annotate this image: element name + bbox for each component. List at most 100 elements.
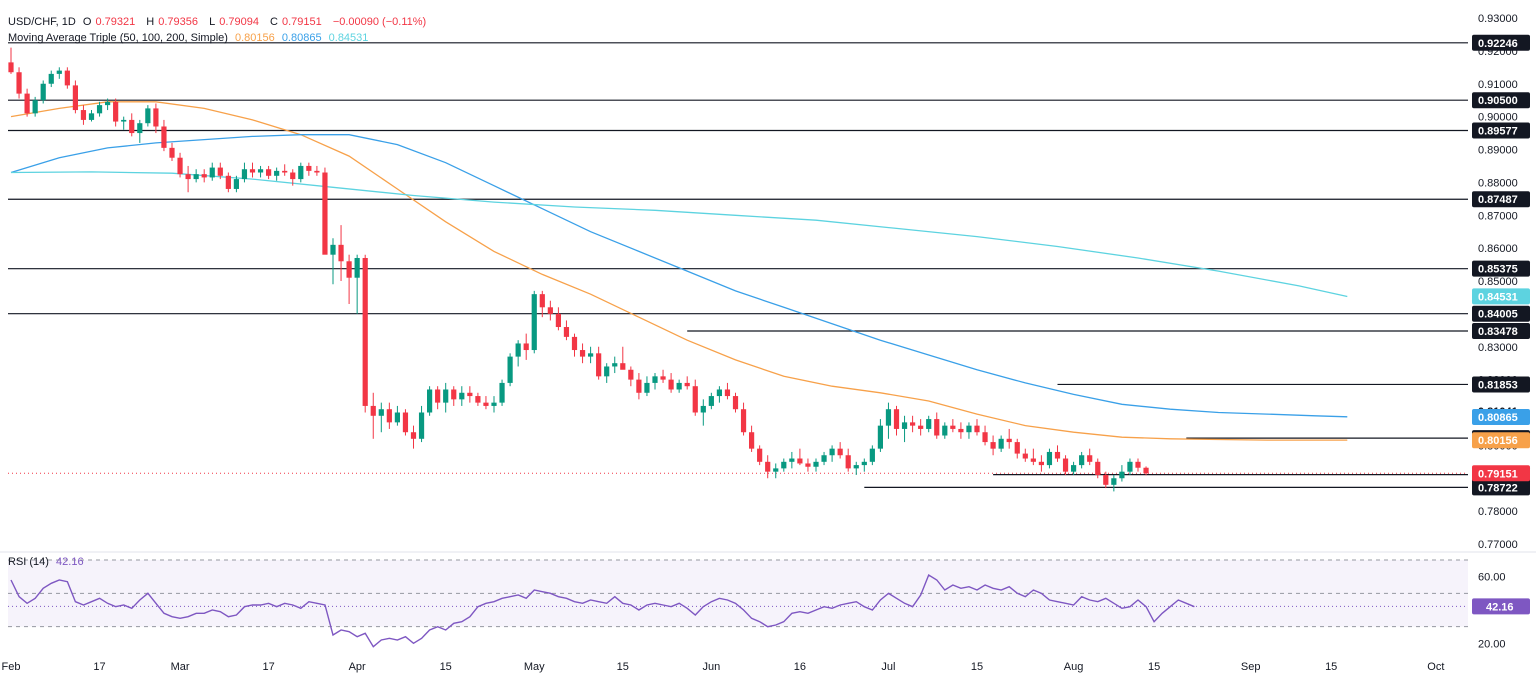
x-axis-tick: Apr xyxy=(349,661,366,673)
candle-body xyxy=(893,409,900,429)
level-tag-text: 0.84005 xyxy=(1478,309,1518,321)
ma-legend-label: Moving Average Triple (50, 100, 200, Sim… xyxy=(8,32,228,44)
level-tag-box xyxy=(1472,34,1530,51)
candle-body xyxy=(193,174,199,180)
candle-body xyxy=(314,170,320,173)
candle-body xyxy=(40,83,46,101)
candle-body xyxy=(105,101,111,106)
candle-body xyxy=(845,455,851,469)
candle-body xyxy=(298,165,304,180)
candle-body xyxy=(113,101,119,122)
candle-body xyxy=(563,327,570,337)
candle-body xyxy=(1135,461,1141,468)
candle-body xyxy=(209,167,215,178)
candle-body xyxy=(1022,453,1028,459)
x-axis-tick: Feb xyxy=(2,661,21,673)
candle-body xyxy=(797,458,803,464)
price-axis-tick: 0.85000 xyxy=(1478,276,1518,288)
candle-body xyxy=(1062,458,1069,472)
candle-body xyxy=(402,412,409,433)
candle-body xyxy=(958,428,964,433)
ma-legend: Moving Average Triple (50, 100, 200, Sim… xyxy=(8,32,372,45)
candle-body xyxy=(161,126,167,148)
open-label: O xyxy=(82,16,92,28)
candle-body xyxy=(555,313,561,328)
candle-body xyxy=(1014,442,1020,454)
candle-body xyxy=(322,172,328,255)
level-tag-box xyxy=(1472,122,1530,139)
candle-body xyxy=(88,113,95,120)
candle-body xyxy=(620,363,626,370)
level-tag-box xyxy=(1472,305,1530,322)
candle-body xyxy=(885,409,892,426)
price-axis-tick: 0.78000 xyxy=(1478,506,1518,518)
candle-body xyxy=(1127,461,1133,472)
high-label: H xyxy=(146,16,155,28)
candle-body xyxy=(596,353,602,377)
candle-body xyxy=(539,294,545,308)
price-axis-tick: 0.87000 xyxy=(1478,210,1518,222)
candle-body xyxy=(394,412,400,423)
candle-body xyxy=(386,409,392,423)
candle-body xyxy=(129,119,135,134)
ma50-line xyxy=(10,101,1348,441)
ma200-line xyxy=(10,171,1348,298)
price-axis-tick: 0.86000 xyxy=(1478,243,1518,255)
candle-body xyxy=(24,93,30,114)
rsi-line xyxy=(10,573,1195,648)
candle-body xyxy=(378,409,384,416)
price-axis-tick: 0.83000 xyxy=(1478,342,1518,354)
close-label: C xyxy=(270,16,278,28)
candle-body xyxy=(668,379,674,390)
candle-body xyxy=(974,425,980,433)
candle-body xyxy=(96,105,103,114)
price-tag-box xyxy=(1472,288,1530,305)
candle-body xyxy=(338,244,344,262)
symbol-label: USD/CHF, 1D xyxy=(8,16,76,28)
level-tag-text: 0.87487 xyxy=(1478,194,1518,206)
level-tag-text: 0.90500 xyxy=(1478,95,1518,107)
open-value: 0.79321 xyxy=(95,16,136,28)
candle-body xyxy=(48,73,54,84)
candle-body xyxy=(829,448,835,456)
candle-body xyxy=(837,448,843,456)
candle-body xyxy=(233,179,239,189)
candle-body xyxy=(982,432,988,443)
candle-body xyxy=(330,244,336,255)
price-axis-tick: 0.93000 xyxy=(1478,13,1518,25)
candle-body xyxy=(290,172,296,180)
price-tag-box xyxy=(1472,408,1530,425)
candle-body xyxy=(467,392,473,397)
ma200-value: 0.84531 xyxy=(328,32,369,44)
candle-body xyxy=(266,169,272,176)
candle-body xyxy=(588,353,594,357)
candle-body xyxy=(861,461,867,466)
candle-body xyxy=(934,419,940,436)
candle-body xyxy=(274,170,280,176)
candle-body xyxy=(177,157,183,175)
candle-body xyxy=(918,425,924,429)
candle-body xyxy=(853,465,859,469)
candle-body xyxy=(950,425,956,429)
candle-body xyxy=(765,461,771,472)
candle-body xyxy=(16,72,22,94)
candle-body xyxy=(926,419,932,429)
candle-body xyxy=(732,396,739,410)
candle-body xyxy=(805,463,811,467)
candle-body xyxy=(998,438,1004,449)
candle-body xyxy=(692,386,698,413)
x-axis-tick: Jul xyxy=(881,661,895,673)
x-axis-tick: 17 xyxy=(262,661,274,673)
candle-body xyxy=(628,369,634,380)
candle-body xyxy=(644,382,650,393)
price-axis-tick: 0.91000 xyxy=(1478,79,1518,91)
low-value: 0.79094 xyxy=(219,16,259,28)
price-axis-tick: 0.88000 xyxy=(1478,177,1518,189)
symbol-legend: USD/CHF, 1D O 0.79321 H 0.79356 L 0.79094 C… xyxy=(8,16,430,29)
candle-body xyxy=(579,350,586,357)
candle-body xyxy=(249,169,256,173)
candle-body xyxy=(652,376,658,383)
candle-body xyxy=(1006,438,1012,443)
